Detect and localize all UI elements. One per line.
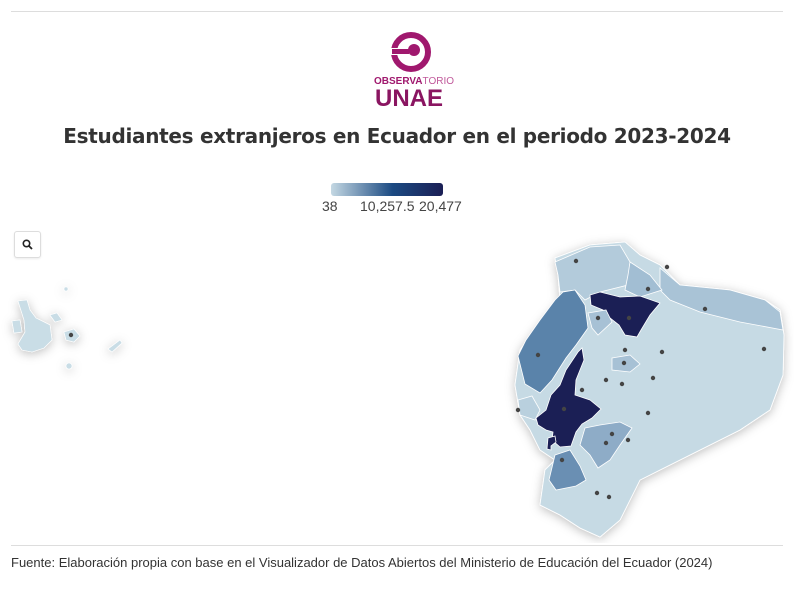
region-santa-elena xyxy=(517,395,541,421)
capital-dot xyxy=(594,490,600,496)
capital-dot xyxy=(645,286,651,292)
bottom-divider xyxy=(11,545,783,546)
region-sucumbios xyxy=(659,267,784,331)
capital-dot xyxy=(515,407,521,413)
chart-title: Estudiantes extranjeros en Ecuador en el… xyxy=(63,124,731,148)
capital-dot xyxy=(68,332,74,338)
source-note: Fuente: Elaboración propia con base en e… xyxy=(11,555,713,570)
capital-dot xyxy=(626,315,632,321)
capital-dot xyxy=(579,387,585,393)
search-icon xyxy=(22,239,33,250)
legend-min-label: 38 xyxy=(322,198,338,214)
legend-max-label: 20,477 xyxy=(419,198,462,214)
capital-dot xyxy=(659,349,665,355)
capital-dot xyxy=(603,440,609,446)
capital-dots xyxy=(515,258,767,500)
capital-dot xyxy=(595,315,601,321)
mainland-ecuador xyxy=(514,241,785,538)
capital-dot xyxy=(603,377,609,383)
capital-dot xyxy=(609,431,615,437)
capital-dot xyxy=(625,437,631,443)
capital-dot xyxy=(561,406,567,412)
capital-dot xyxy=(664,264,670,270)
region-manabi xyxy=(517,289,589,394)
ecuador-map[interactable] xyxy=(0,225,794,543)
capital-dot xyxy=(650,375,656,381)
isla-isabela xyxy=(17,299,53,353)
isla-fernandina xyxy=(11,319,23,334)
capital-dot xyxy=(606,494,612,500)
region-santo-domingo xyxy=(587,309,613,336)
color-scale-legend xyxy=(331,183,443,196)
capital-dot xyxy=(535,352,541,358)
region-guayas xyxy=(535,347,602,448)
isla-santiago xyxy=(49,312,63,323)
capital-dot xyxy=(619,381,625,387)
top-divider xyxy=(11,11,783,12)
legend-mid-label: 10,257.5 xyxy=(360,198,415,214)
observatorio-unae-logo: OBSERVATORIO UNAE xyxy=(370,30,460,112)
search-button[interactable] xyxy=(14,231,41,258)
capital-dot xyxy=(573,258,579,264)
capital-dot xyxy=(702,306,708,312)
region-el-oro xyxy=(548,449,587,491)
guayas-gulf-island xyxy=(546,435,557,451)
capital-dot xyxy=(645,410,651,416)
svg-text:OBSERVATORIO: OBSERVATORIO xyxy=(374,76,454,87)
capital-dot xyxy=(761,346,767,352)
capital-dot xyxy=(559,457,565,463)
capital-dot xyxy=(622,347,628,353)
svg-text:UNAE: UNAE xyxy=(375,85,443,110)
capital-dot xyxy=(621,360,627,366)
isla-san-cristobal xyxy=(107,339,123,353)
galapagos-islands xyxy=(11,286,123,370)
